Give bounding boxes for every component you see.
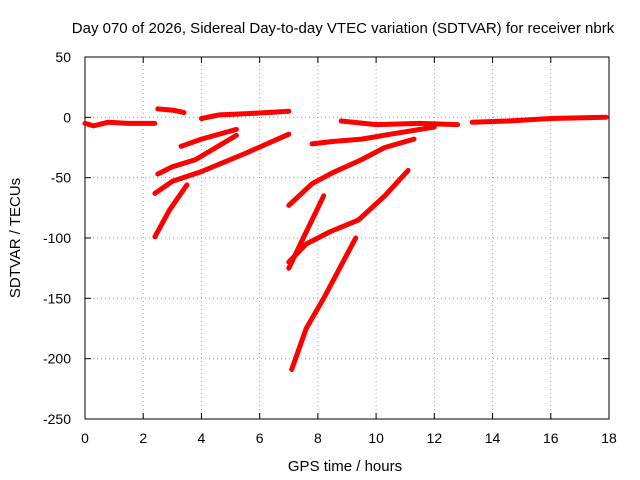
x-tick-label: 0 [81, 430, 89, 446]
series-arc-3 [198, 108, 292, 121]
series-arc-1 [82, 119, 158, 129]
x-axis-label: GPS time / hours [288, 458, 402, 475]
x-tick-label: 16 [543, 430, 559, 446]
y-tick-label: -250 [43, 411, 71, 427]
data-series [82, 106, 609, 372]
y-tick-label: -150 [43, 290, 71, 306]
series-arc-8 [286, 136, 417, 208]
x-tick-label: 4 [198, 430, 206, 446]
x-tick-label: 6 [256, 430, 264, 446]
series-arc-14 [469, 114, 609, 125]
y-tick-label: -50 [51, 170, 71, 186]
x-tick-label: 8 [314, 430, 322, 446]
x-tick-label: 12 [427, 430, 443, 446]
axis-ticks: 0 2 4 6 8 10 12 14 16 18 -250 -200 -150 -100 -50 0 50 [43, 49, 617, 446]
series-arc-4 [178, 126, 239, 149]
chart-title: Day 070 of 2026, Sidereal Day-to-day VTE… [72, 20, 615, 37]
series-arc-6 [152, 131, 292, 196]
series-arc-11 [289, 235, 359, 372]
series-arc-7 [152, 182, 190, 240]
series-arc-10 [286, 167, 411, 265]
y-tick-label: 50 [55, 49, 71, 65]
series-arc-12 [309, 124, 437, 147]
x-tick-label: 18 [601, 430, 617, 446]
series-arc-5 [155, 132, 239, 177]
y-tick-label: -200 [43, 351, 71, 367]
series-arc-2 [155, 106, 187, 115]
y-tick-label: 0 [63, 109, 71, 125]
x-tick-label: 14 [485, 430, 501, 446]
x-tick-label: 10 [368, 430, 384, 446]
x-tick-label: 2 [139, 430, 147, 446]
grid [85, 57, 609, 419]
y-tick-label: -100 [43, 230, 71, 246]
y-axis-label: SDTVAR / TECUs [7, 178, 24, 298]
series-arc-13 [338, 118, 461, 128]
